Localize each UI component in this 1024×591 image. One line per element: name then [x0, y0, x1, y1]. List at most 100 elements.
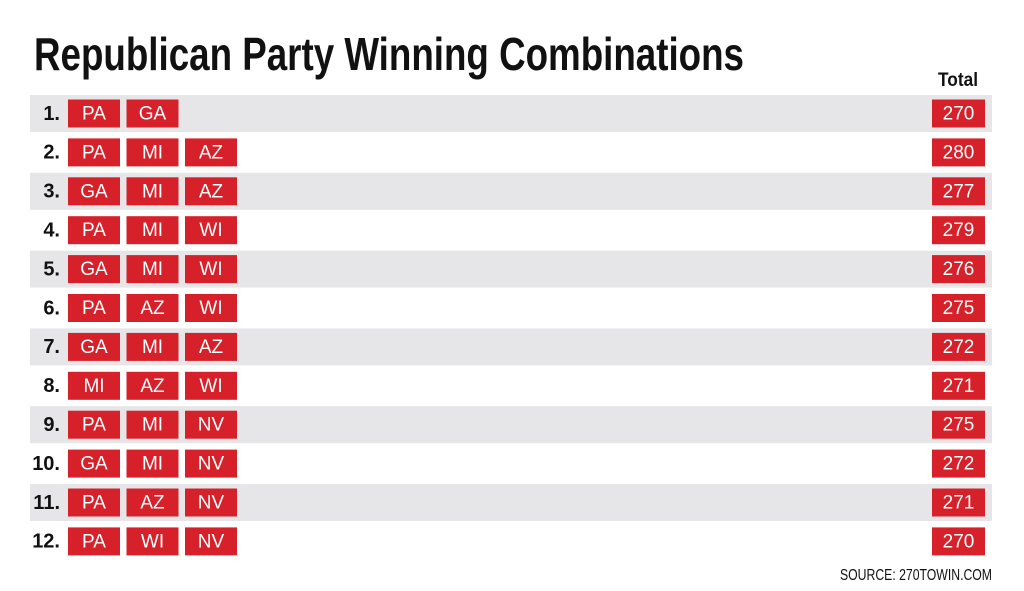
state-label: AZ	[140, 376, 165, 397]
total-badge	[932, 255, 985, 284]
state-label: WI	[199, 259, 222, 280]
state-label: PA	[82, 298, 106, 319]
state-label: AZ	[140, 298, 165, 319]
total-badge	[932, 527, 985, 556]
state-label: GA	[80, 454, 108, 475]
rank: 12.	[32, 531, 60, 553]
total-value: 279	[943, 220, 975, 241]
state-badge	[68, 449, 120, 478]
total-badge	[932, 449, 985, 478]
total-badge	[932, 294, 985, 322]
rank: 6.	[43, 297, 60, 319]
state-label: AZ	[199, 337, 224, 358]
state-badge	[126, 449, 179, 478]
total-value: 280	[943, 142, 975, 163]
state-label: MI	[142, 259, 163, 280]
total-badge	[932, 410, 985, 439]
state-badge	[185, 371, 237, 400]
total-value: 272	[943, 337, 975, 358]
state-label: AZ	[199, 142, 224, 163]
total-header: Total	[938, 70, 978, 91]
state-label: AZ	[140, 493, 165, 514]
state-badge	[126, 177, 179, 206]
total-value: 276	[943, 259, 975, 280]
state-badge	[68, 488, 120, 517]
total-badge	[932, 138, 985, 167]
rank: 9.	[43, 414, 60, 436]
rank: 2.	[43, 142, 60, 164]
state-label: MI	[142, 454, 163, 475]
state-badge	[126, 332, 179, 361]
state-badge	[68, 177, 120, 206]
state-badge	[68, 99, 120, 128]
state-badge	[68, 216, 120, 245]
state-badge	[185, 449, 237, 478]
state-badge	[185, 294, 237, 322]
total-value: 271	[943, 493, 975, 514]
state-badge	[68, 255, 120, 284]
rank: 1.	[43, 103, 60, 125]
title: Republican Party Winning Combinations	[34, 28, 744, 80]
state-badge	[126, 255, 179, 284]
state-badge	[68, 332, 120, 361]
state-badge	[185, 255, 237, 284]
rank: 11.	[33, 492, 60, 514]
state-badge	[68, 410, 120, 439]
total-badge	[932, 216, 985, 245]
state-label: GA	[80, 259, 108, 280]
total-value: 270	[943, 531, 975, 552]
row-band	[30, 95, 992, 132]
state-label: PA	[82, 142, 106, 163]
state-label: NV	[198, 531, 225, 552]
state-badge	[185, 410, 237, 439]
state-label: PA	[82, 415, 106, 436]
state-label: NV	[198, 415, 225, 436]
rank: 5.	[43, 258, 60, 280]
state-label: MI	[142, 181, 163, 202]
state-label: NV	[198, 493, 225, 514]
state-badge	[126, 294, 179, 322]
state-label: PA	[82, 493, 106, 514]
state-label: NV	[198, 454, 225, 475]
state-badge	[185, 138, 237, 167]
state-badge	[126, 138, 179, 167]
state-label: WI	[199, 376, 222, 397]
state-label: PA	[82, 104, 106, 125]
state-badge	[185, 177, 237, 206]
state-badge	[126, 216, 179, 245]
total-value: 277	[943, 181, 975, 202]
total-badge	[932, 488, 985, 517]
state-label: GA	[80, 181, 108, 202]
state-label: GA	[80, 337, 108, 358]
state-badge	[126, 527, 179, 556]
total-value: 270	[943, 104, 975, 125]
total-badge	[932, 177, 985, 206]
state-label: MI	[142, 220, 163, 241]
state-badge	[185, 527, 237, 556]
total-badge	[932, 99, 985, 128]
state-badge	[68, 138, 120, 167]
rank: 8.	[43, 375, 60, 397]
state-label: MI	[142, 142, 163, 163]
state-badge	[185, 488, 237, 517]
rank: 10.	[32, 453, 60, 475]
state-label: WI	[199, 220, 222, 241]
state-label: PA	[82, 531, 106, 552]
state-label: WI	[199, 298, 222, 319]
state-label: MI	[83, 376, 104, 397]
state-badge	[126, 371, 179, 400]
state-label: MI	[142, 415, 163, 436]
state-badge	[126, 99, 179, 128]
state-badge	[68, 294, 120, 322]
state-label: GA	[139, 104, 167, 125]
total-value: 275	[943, 298, 975, 319]
state-label: PA	[82, 220, 106, 241]
rank: 7.	[43, 336, 60, 358]
source: SOURCE: 270TOWIN.COM	[840, 567, 992, 584]
state-label: WI	[141, 531, 164, 552]
total-value: 271	[943, 376, 975, 397]
state-badge	[126, 488, 179, 517]
rank: 4.	[43, 219, 60, 241]
